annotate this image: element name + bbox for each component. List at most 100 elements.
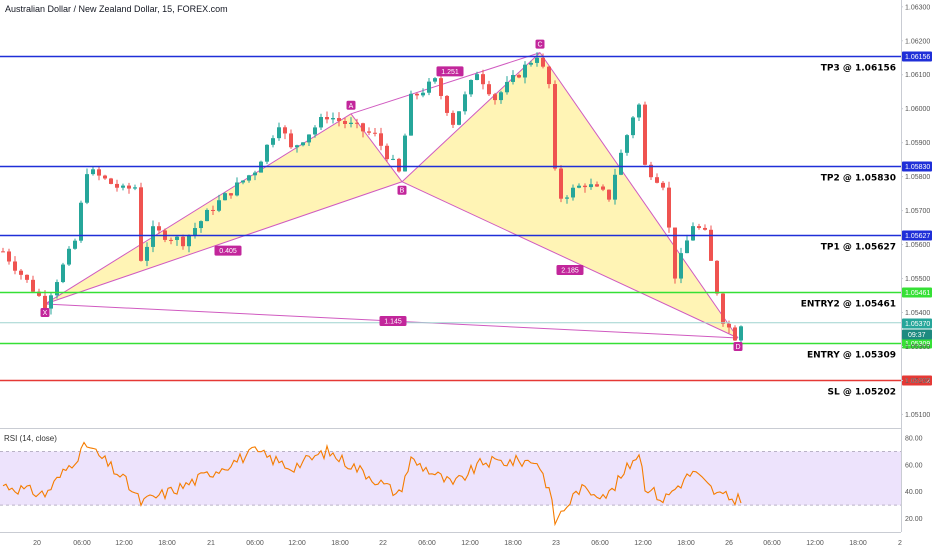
candle-body <box>289 133 293 148</box>
candle-body <box>397 158 401 172</box>
candle-body <box>79 202 83 241</box>
candle-body <box>43 295 47 309</box>
countdown-tag <box>902 329 932 340</box>
price-axis-label: 1.06000 <box>905 106 930 113</box>
candle-body <box>151 226 155 247</box>
time-axis-label: 06:00 <box>246 540 264 547</box>
level-label-entry: ENTRY2 @ 1.05461 <box>801 300 896 310</box>
candle-body <box>1 251 5 253</box>
time-axis-label: 18:00 <box>504 540 522 547</box>
chart-title: Australian Dollar / New Zealand Dollar, … <box>5 4 228 14</box>
point-label-a: A <box>349 103 354 110</box>
candle-body <box>199 221 203 229</box>
candle-body <box>403 135 407 172</box>
candle-body <box>565 197 569 199</box>
ratio-label: 0.405 <box>219 248 237 255</box>
candle-body <box>373 132 377 134</box>
candle-body <box>475 74 479 80</box>
candle-body <box>547 66 551 85</box>
candle-body <box>205 209 209 222</box>
price-axis-label: 1.05400 <box>905 310 930 317</box>
price-levels: TP3 @ 1.06156 1.06156 TP2 @ 1.05830 1.05830… <box>0 51 932 398</box>
candle-body <box>49 295 53 309</box>
candle-body <box>73 240 77 249</box>
candle-body <box>31 279 35 292</box>
candle-body <box>691 226 695 241</box>
candle-body <box>739 326 743 341</box>
pattern-triangle-xab <box>45 113 402 305</box>
price-axis-label: 1.06200 <box>905 38 930 45</box>
time-axis-label: 26 <box>725 540 733 547</box>
candle-body <box>337 118 341 122</box>
candle-body <box>493 94 497 101</box>
candle-body <box>109 178 113 184</box>
current-price-tag-text: 1.05370 <box>905 321 930 328</box>
candle-body <box>619 152 623 175</box>
candle-body <box>415 93 419 96</box>
candle-body <box>595 184 599 187</box>
candle-body <box>391 158 395 160</box>
level-label-sl: SL @ 1.05202 <box>828 388 896 398</box>
time-axis-label: 21 <box>207 540 215 547</box>
candle-body <box>361 123 365 132</box>
candle-body <box>331 118 335 120</box>
candle-body <box>97 169 101 176</box>
candle-body <box>541 57 545 67</box>
price-tag-text-sl: 1.05202 <box>905 378 930 385</box>
candle-body <box>313 127 317 135</box>
time-axis-label: 12:00 <box>634 540 652 547</box>
pattern-triangle-bcd <box>402 52 738 338</box>
time-axis-label: 06:00 <box>73 540 91 547</box>
point-label-x: X <box>43 310 48 317</box>
candle-body <box>175 236 179 241</box>
candle-body <box>223 193 227 201</box>
candle-body <box>103 175 107 179</box>
time-axis-label: 2 <box>898 540 902 547</box>
candle-body <box>583 185 587 188</box>
ratio-badge <box>214 245 242 256</box>
candle-body <box>343 121 347 124</box>
candle-body <box>253 172 257 176</box>
candle-body <box>679 253 683 279</box>
time-axis-label: 06:00 <box>591 540 609 547</box>
candle-body <box>559 168 563 199</box>
pattern-leg-ab <box>350 113 403 183</box>
candle-body <box>535 57 539 63</box>
price-axis-label: 1.05300 <box>905 344 930 351</box>
candle-body <box>727 323 731 328</box>
current-price-tag <box>902 318 932 329</box>
candle-body <box>301 142 305 146</box>
price-axis-label: 1.06300 <box>905 4 930 11</box>
time-axis-label: 06:00 <box>763 540 781 547</box>
point-label-b: B <box>400 188 405 195</box>
pattern-leg-cd <box>539 52 739 339</box>
price-tag-tp <box>902 161 932 172</box>
candle-body <box>703 227 707 230</box>
candle-body <box>529 62 533 65</box>
rsi-axis-label: 60.00 <box>905 462 923 469</box>
candle-body <box>589 184 593 188</box>
pattern-leg-ac <box>350 52 541 115</box>
point-label-c: C <box>537 42 542 49</box>
candle-body <box>463 94 467 112</box>
candle-body <box>553 84 557 169</box>
candle-body <box>577 185 581 188</box>
candle-body <box>409 93 413 136</box>
candle-body <box>235 182 239 196</box>
pattern-leg-bd <box>401 181 739 339</box>
candle-body <box>721 293 725 324</box>
rsi-axis-label: 20.00 <box>905 516 923 523</box>
candle-body <box>13 261 17 271</box>
candle-body <box>67 248 71 265</box>
rsi-title: RSI (14, close) <box>4 434 57 443</box>
ratio-badge <box>379 316 407 326</box>
candle-body <box>271 138 275 145</box>
ratio-label: 1.251 <box>441 69 459 76</box>
candle-body <box>181 236 185 247</box>
candle-body <box>631 117 635 136</box>
candle-body <box>421 92 425 96</box>
rsi-line <box>2 441 742 527</box>
candle-body <box>661 182 665 188</box>
candle-body <box>325 117 329 120</box>
